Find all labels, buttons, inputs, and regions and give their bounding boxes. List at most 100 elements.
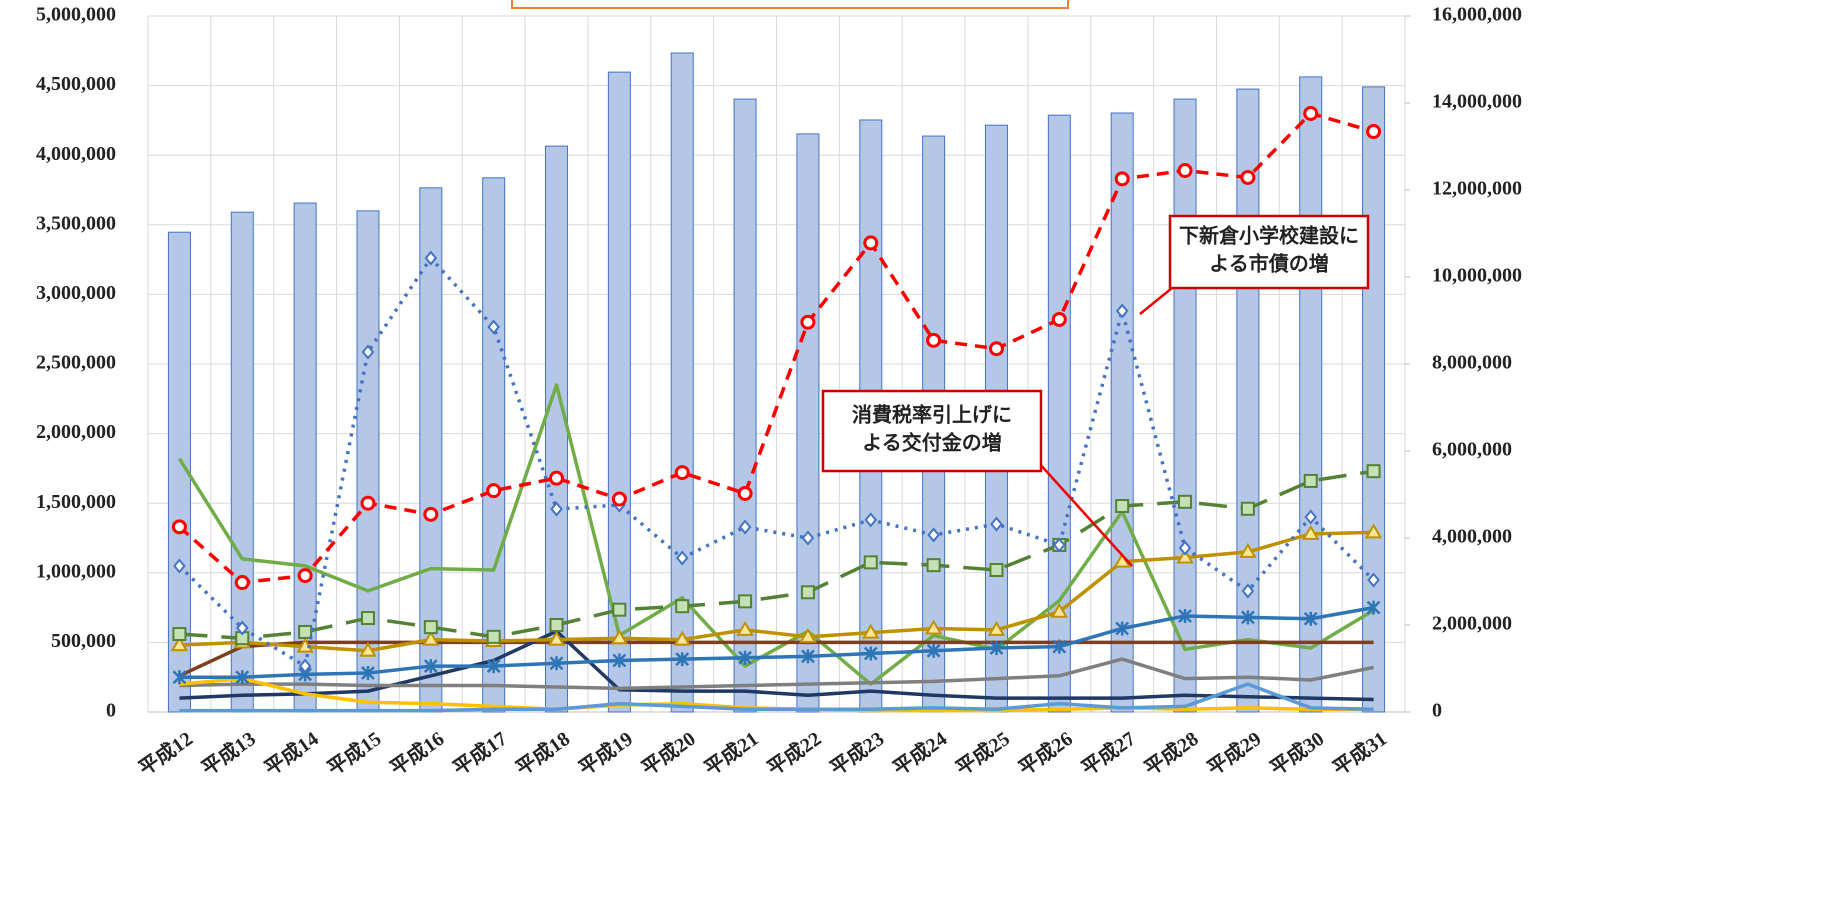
y-tick-label: 4,500,000 <box>36 73 116 95</box>
marker <box>549 618 564 632</box>
y2-tick-label: 4,000,000 <box>1432 526 1512 548</box>
marker <box>1241 583 1255 599</box>
y-tick-label: 1,500,000 <box>36 491 116 513</box>
marker <box>171 519 187 535</box>
x-tick-label: 平成14 <box>260 726 323 780</box>
marker <box>1366 464 1381 479</box>
x-tick-label: 平成24 <box>888 726 951 780</box>
marker <box>487 319 500 335</box>
line <box>179 629 1374 702</box>
marker <box>800 585 815 600</box>
y-tick-label: 4,000,000 <box>36 143 116 165</box>
marker <box>1366 124 1382 140</box>
marker <box>989 563 1004 578</box>
marker <box>1240 610 1255 625</box>
annotation-text: 下新倉小学校建設に <box>1179 224 1359 248</box>
marker <box>1178 540 1192 556</box>
x-tick-label: 平成25 <box>951 726 1014 780</box>
marker <box>235 620 249 636</box>
bar <box>482 177 506 713</box>
marker <box>801 530 815 546</box>
x-tick-label: 平成23 <box>825 726 888 780</box>
marker <box>926 332 942 348</box>
marker <box>1303 611 1318 626</box>
marker <box>1240 501 1255 516</box>
marker <box>423 659 438 674</box>
x-tick-label: 平成22 <box>763 726 826 780</box>
line <box>179 682 1374 713</box>
marker <box>926 558 941 573</box>
marker <box>1366 600 1381 615</box>
marker <box>1303 105 1319 121</box>
marker <box>924 619 943 635</box>
marker <box>738 650 752 665</box>
marker <box>1053 537 1066 553</box>
marker <box>298 658 312 674</box>
marker <box>612 653 627 668</box>
marker <box>360 611 375 626</box>
marker <box>863 555 878 570</box>
marker <box>612 602 627 617</box>
callout-box <box>821 389 1043 473</box>
x-tick-label: 平成12 <box>134 726 197 780</box>
marker <box>801 649 815 664</box>
callout-box <box>1168 214 1370 290</box>
x-tick-label: 平成15 <box>323 726 386 780</box>
marker <box>486 483 502 499</box>
y2-tick-label: 8,000,000 <box>1432 352 1512 374</box>
marker <box>1304 509 1318 525</box>
marker <box>1115 621 1130 636</box>
line <box>179 657 1374 691</box>
marker <box>549 470 565 486</box>
marker <box>422 630 440 646</box>
marker <box>1301 524 1320 540</box>
x-tick-label: 平成29 <box>1202 726 1265 780</box>
x-tick-label: 平成18 <box>511 726 574 780</box>
marker <box>298 624 313 639</box>
x-tick-label: 平成19 <box>574 726 637 780</box>
bar <box>356 210 380 713</box>
marker <box>610 629 629 645</box>
marker <box>1303 473 1318 488</box>
y-tick-label: 1,000,000 <box>36 560 116 582</box>
marker <box>737 485 753 501</box>
callout-arrow <box>1139 287 1173 315</box>
bar <box>670 52 694 713</box>
x-tick-label: 平成21 <box>700 726 763 780</box>
marker <box>549 656 564 671</box>
y2-tick-label: 0 <box>1432 700 1442 722</box>
marker <box>736 620 754 636</box>
marker <box>361 344 375 360</box>
annotation-text: 消費税率引上げに <box>852 403 1012 427</box>
marker <box>424 250 438 266</box>
marker <box>990 516 1003 532</box>
y-tick-label: 2,000,000 <box>36 421 116 443</box>
marker <box>987 620 1006 636</box>
bar <box>733 98 757 713</box>
marker <box>863 646 878 661</box>
marker <box>172 670 187 685</box>
marker <box>989 640 1004 655</box>
marker <box>1178 494 1193 509</box>
marker <box>675 652 690 667</box>
x-tick-label: 平成13 <box>197 726 260 780</box>
marker <box>675 599 690 614</box>
marker <box>1178 608 1192 623</box>
marker <box>1114 171 1130 187</box>
x-tick-label: 平成28 <box>1140 726 1203 780</box>
marker <box>738 594 753 609</box>
marker <box>1176 548 1194 564</box>
marker <box>486 629 501 644</box>
y2-tick-label: 16,000,000 <box>1432 4 1522 26</box>
marker <box>738 519 752 535</box>
marker <box>1240 169 1256 185</box>
marker <box>173 558 186 574</box>
marker <box>170 636 189 652</box>
x-tick-label: 平成31 <box>1328 726 1391 780</box>
marker <box>674 465 690 481</box>
marker <box>1052 639 1067 654</box>
y-tick-label: 3,000,000 <box>36 282 116 304</box>
y2-tick-label: 6,000,000 <box>1432 439 1512 461</box>
marker <box>1115 303 1129 319</box>
